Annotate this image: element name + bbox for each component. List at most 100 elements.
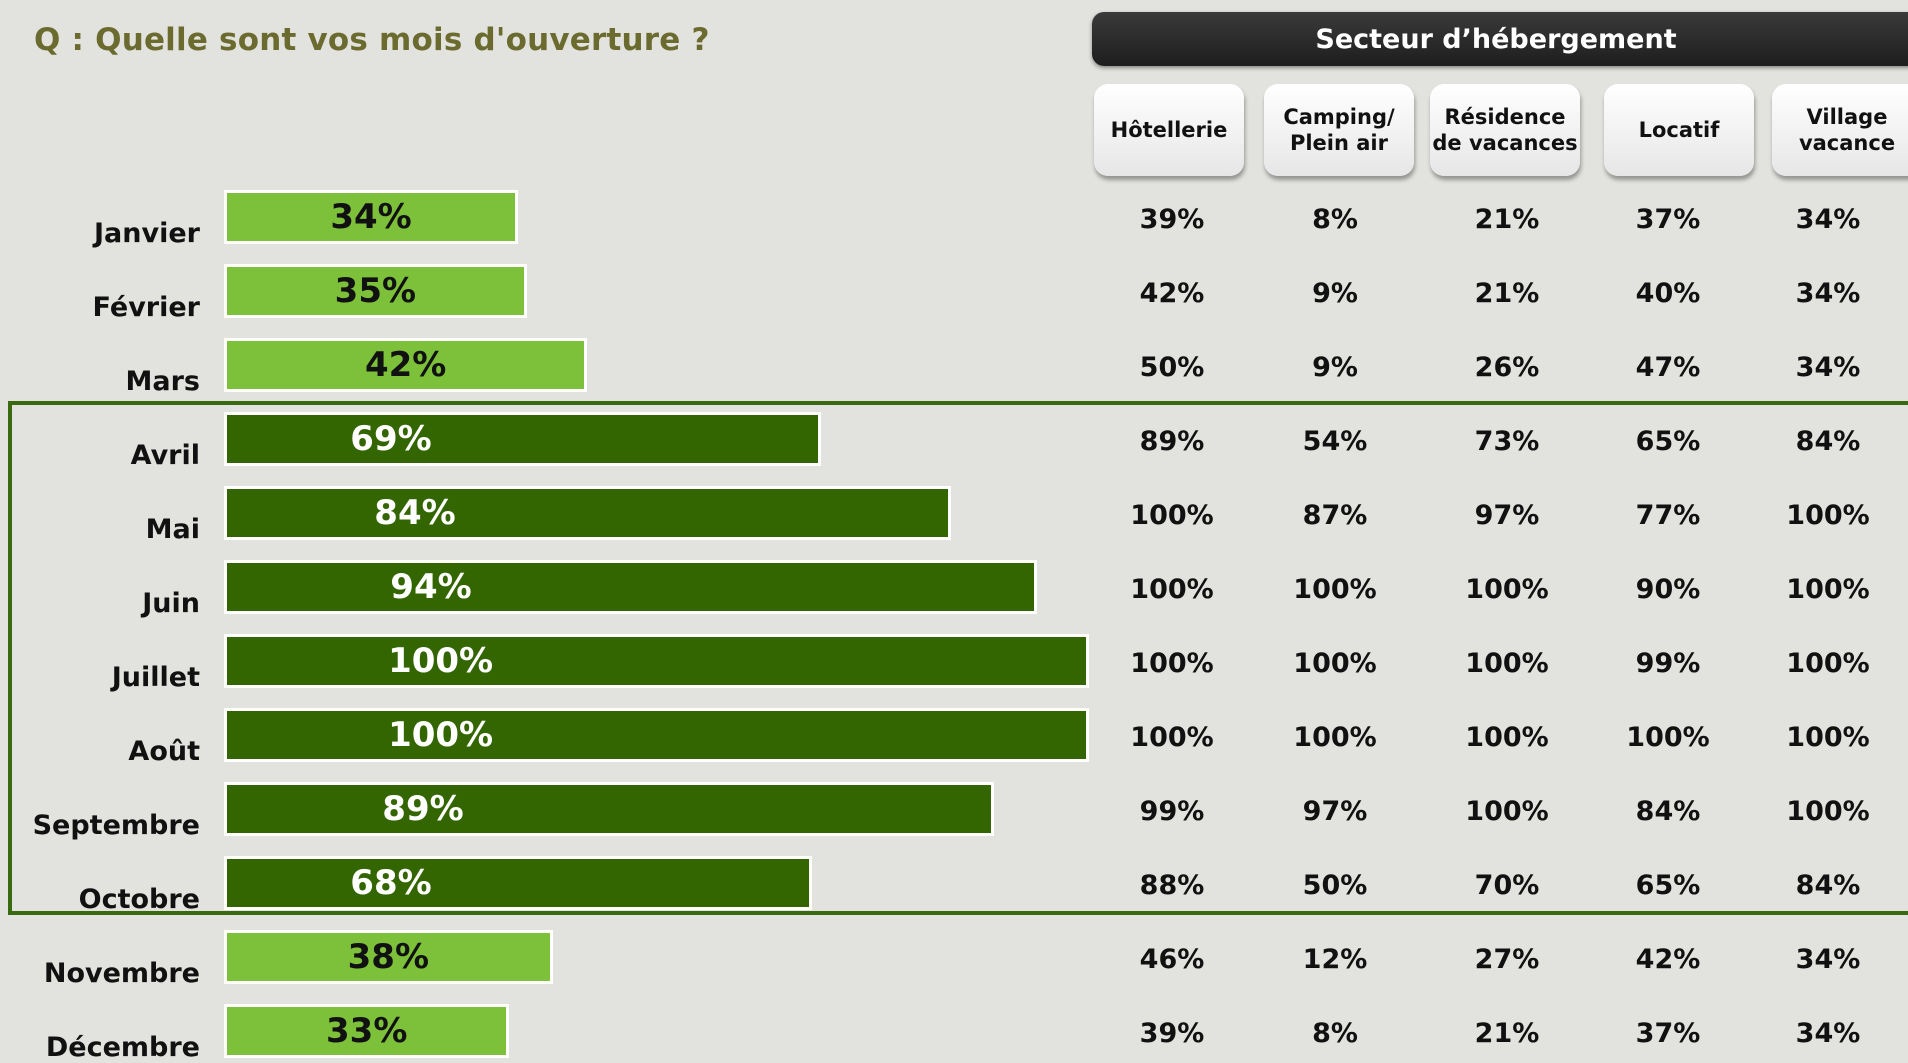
table-cell: 21%	[1474, 278, 1540, 309]
table-cell: 100%	[1786, 648, 1870, 679]
table-cell: 8%	[1312, 204, 1358, 235]
table-cell: 34%	[1795, 352, 1861, 383]
column-header: Camping/ Plein air	[1264, 84, 1414, 176]
table-cell: 90%	[1635, 574, 1701, 605]
bar-value-label: 100%	[388, 641, 494, 681]
bar	[224, 782, 994, 836]
table-cell: 87%	[1302, 500, 1368, 531]
bar	[224, 930, 553, 984]
table-cell: 12%	[1302, 944, 1368, 975]
month-label: Mars	[125, 366, 200, 397]
table-cell: 9%	[1312, 352, 1358, 383]
bar	[224, 560, 1038, 614]
table-cell: 9%	[1312, 278, 1358, 309]
month-label: Avril	[130, 440, 200, 471]
table-cell: 97%	[1302, 796, 1368, 827]
bar	[224, 190, 519, 244]
season-highlight-box	[8, 401, 1908, 915]
table-cell: 100%	[1130, 648, 1214, 679]
month-label: Septembre	[32, 810, 200, 841]
table-cell: 84%	[1635, 796, 1701, 827]
table-cell: 65%	[1635, 870, 1701, 901]
table-cell: 100%	[1293, 648, 1377, 679]
month-label: Novembre	[43, 958, 200, 989]
table-cell: 77%	[1635, 500, 1701, 531]
table-cell: 34%	[1795, 944, 1861, 975]
table-cell: 65%	[1635, 426, 1701, 457]
month-label: Janvier	[94, 218, 200, 249]
table-cell: 34%	[1795, 1018, 1861, 1049]
table-cell: 40%	[1635, 278, 1701, 309]
table-cell: 100%	[1786, 500, 1870, 531]
bar-value-label: 68%	[350, 863, 432, 903]
table-cell: 100%	[1293, 722, 1377, 753]
table-cell: 50%	[1139, 352, 1205, 383]
table-cell: 84%	[1795, 870, 1861, 901]
bar-value-label: 34%	[330, 197, 412, 237]
table-cell: 54%	[1302, 426, 1368, 457]
table-cell: 26%	[1474, 352, 1540, 383]
table-cell: 100%	[1465, 648, 1549, 679]
bar-value-label: 84%	[374, 493, 456, 533]
table-cell: 100%	[1130, 574, 1214, 605]
table-cell: 89%	[1139, 426, 1205, 457]
sector-header: Secteur d’hébergement	[1092, 12, 1908, 66]
bar-value-label: 89%	[382, 789, 464, 829]
sector-header-label: Secteur d’hébergement	[1315, 24, 1677, 55]
table-cell: 70%	[1474, 870, 1540, 901]
table-cell: 100%	[1293, 574, 1377, 605]
bar-value-label: 100%	[388, 715, 494, 755]
table-cell: 37%	[1635, 204, 1701, 235]
table-cell: 21%	[1474, 1018, 1540, 1049]
month-label: Juin	[142, 588, 200, 619]
bar	[224, 708, 1089, 762]
bar-value-label: 94%	[390, 567, 472, 607]
table-cell: 99%	[1139, 796, 1205, 827]
table-cell: 99%	[1635, 648, 1701, 679]
month-label: Mai	[145, 514, 200, 545]
bar-value-label: 38%	[347, 937, 430, 977]
bar	[224, 264, 527, 318]
bar-value-label: 42%	[364, 345, 447, 385]
table-cell: 39%	[1139, 204, 1205, 235]
question-title: Q : Quelle sont vos mois d'ouverture ?	[34, 22, 710, 58]
table-cell: 100%	[1786, 722, 1870, 753]
column-header: Locatif	[1604, 84, 1754, 176]
table-cell: 88%	[1139, 870, 1205, 901]
table-cell: 47%	[1635, 352, 1701, 383]
column-header: Résidence de vacances	[1430, 84, 1580, 176]
table-cell: 100%	[1130, 722, 1214, 753]
table-cell: 100%	[1786, 574, 1870, 605]
table-cell: 27%	[1474, 944, 1540, 975]
bar	[224, 486, 951, 540]
table-cell: 84%	[1795, 426, 1861, 457]
month-label: Juillet	[111, 662, 200, 693]
bar-value-label: 35%	[334, 271, 417, 311]
table-cell: 50%	[1302, 870, 1368, 901]
month-label: Février	[92, 292, 200, 323]
bar-value-label: 69%	[350, 419, 432, 459]
table-cell: 8%	[1312, 1018, 1358, 1049]
table-cell: 100%	[1465, 722, 1549, 753]
table-cell: 100%	[1130, 500, 1214, 531]
bar	[224, 856, 813, 910]
month-label: Août	[128, 736, 200, 767]
table-cell: 100%	[1465, 796, 1549, 827]
table-cell: 42%	[1635, 944, 1701, 975]
table-cell: 46%	[1139, 944, 1205, 975]
table-cell: 34%	[1795, 204, 1861, 235]
table-cell: 100%	[1786, 796, 1870, 827]
bar	[224, 634, 1089, 688]
table-cell: 73%	[1474, 426, 1540, 457]
table-cell: 34%	[1795, 278, 1861, 309]
bar	[224, 338, 588, 392]
bar	[224, 412, 821, 466]
table-cell: 100%	[1465, 574, 1549, 605]
bar-value-label: 33%	[326, 1011, 408, 1051]
table-cell: 42%	[1139, 278, 1205, 309]
table-cell: 100%	[1626, 722, 1710, 753]
column-header: Village vacance	[1772, 84, 1908, 176]
table-cell: 37%	[1635, 1018, 1701, 1049]
column-header: Hôtellerie	[1094, 84, 1244, 176]
table-cell: 97%	[1474, 500, 1540, 531]
